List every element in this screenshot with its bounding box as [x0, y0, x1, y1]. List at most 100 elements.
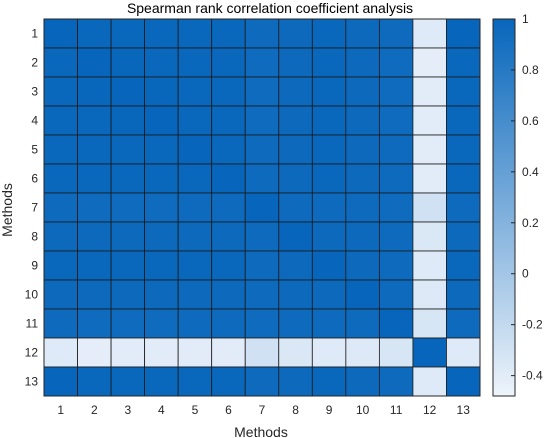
heatmap-cell [378, 134, 414, 165]
heatmap-cell [345, 76, 380, 107]
heatmap-cell [311, 250, 347, 281]
heatmap-cell [43, 134, 78, 165]
heatmap-cell [211, 192, 246, 223]
y-tick-label: 2 [31, 56, 38, 70]
heatmap-cell [412, 308, 447, 339]
heatmap-cell [211, 105, 246, 136]
heatmap-cell [43, 47, 78, 78]
heatmap-cell [110, 221, 146, 252]
heatmap-cell [446, 105, 481, 136]
heatmap-cell [144, 250, 179, 281]
heatmap-cell [244, 192, 280, 223]
heatmap-cell [110, 337, 146, 368]
colorbar [492, 18, 516, 397]
y-tick-label: 7 [31, 201, 38, 215]
heatmap-cell [211, 250, 246, 281]
heatmap-cell [211, 134, 246, 165]
heatmap-cell [378, 366, 414, 397]
heatmap-cell [412, 163, 447, 194]
heatmap-cell [77, 366, 112, 397]
heatmap-cell [311, 134, 347, 165]
heatmap-cell [144, 18, 179, 49]
heatmap-cell [244, 250, 280, 281]
heatmap-cell [144, 47, 179, 78]
heatmap-cell [446, 18, 481, 49]
heatmap-cell [278, 76, 313, 107]
heatmap-cell [177, 337, 213, 368]
heatmap-cell [211, 18, 246, 49]
y-tick-label: 6 [31, 172, 38, 186]
heatmap-cell [311, 279, 347, 310]
heatmap-cell [446, 47, 481, 78]
heatmap-cell [345, 163, 380, 194]
heatmap-cell [244, 366, 280, 397]
heatmap-cell [378, 105, 414, 136]
heatmap-cell [177, 18, 213, 49]
heatmap-cell [211, 337, 246, 368]
heatmap-cell [43, 105, 78, 136]
y-tick-label: 10 [25, 288, 39, 302]
y-tick-label: 3 [31, 85, 38, 99]
heatmap-cell [77, 337, 112, 368]
heatmap-cell [43, 337, 78, 368]
heatmap-cell [311, 221, 347, 252]
heatmap-cell [311, 163, 347, 194]
heatmap-cell [345, 366, 380, 397]
y-tick-label: 12 [25, 346, 39, 360]
heatmap-cell [144, 76, 179, 107]
heatmap-cell [177, 250, 213, 281]
heatmap-cell [211, 366, 246, 397]
heatmap-cell [311, 308, 347, 339]
x-tick-label: 11 [390, 403, 403, 417]
heatmap-cell [378, 250, 414, 281]
y-axis-label: Methods [0, 183, 15, 237]
heatmap-cell [311, 105, 347, 136]
heatmap-cell [412, 105, 447, 136]
heatmap-cell [110, 18, 146, 49]
heatmap-cell [211, 279, 246, 310]
heatmap-cell [144, 337, 179, 368]
heatmap-cell [144, 221, 179, 252]
heatmap-cell [110, 163, 146, 194]
heatmap-cell [211, 47, 246, 78]
heatmap-cell [43, 250, 78, 281]
x-axis-ticks: 1 2 3 4 5 6 7 8 9 10 11 12 13 [57, 403, 470, 417]
heatmap-cell [446, 192, 481, 223]
heatmap-cell [177, 163, 213, 194]
heatmap-cell [77, 308, 112, 339]
heatmap-cell [412, 47, 447, 78]
colorbar-tick-label: -0.2 [522, 318, 543, 332]
y-tick-label: 1 [31, 27, 38, 41]
heatmap-cell [177, 221, 213, 252]
heatmap-cell [244, 18, 280, 49]
y-tick-label: 5 [31, 143, 38, 157]
heatmap-cell [311, 192, 347, 223]
heatmap-cell [412, 192, 447, 223]
x-tick-label: 7 [259, 403, 266, 417]
heatmap-cell [110, 308, 146, 339]
x-tick-label: 1 [57, 403, 64, 417]
colorbar-ticks: 1 0.8 0.6 0.4 0.2 0 -0.2 -0.4 [511, 12, 543, 383]
colorbar-tick-label: 0.6 [522, 114, 539, 128]
heatmap-cell [345, 337, 380, 368]
heatmap-cell [311, 18, 347, 49]
heatmap-cell [412, 221, 447, 252]
heatmap-cell [77, 134, 112, 165]
heatmap-cell [144, 105, 179, 136]
heatmap-cell [412, 76, 447, 107]
heatmap-cell [278, 279, 313, 310]
heatmap-cell [244, 279, 280, 310]
y-tick-label: 4 [31, 114, 38, 128]
heatmap-cell [446, 308, 481, 339]
heatmap-cell [177, 279, 213, 310]
x-tick-label: 10 [356, 403, 370, 417]
heatmap-cell [144, 163, 179, 194]
heatmap-cell [211, 76, 246, 107]
heatmap-cell [412, 250, 447, 281]
heatmap-cell [110, 76, 146, 107]
heatmap-cell [378, 337, 414, 368]
heatmap-cell [278, 18, 313, 49]
heatmap-cells [43, 18, 481, 397]
